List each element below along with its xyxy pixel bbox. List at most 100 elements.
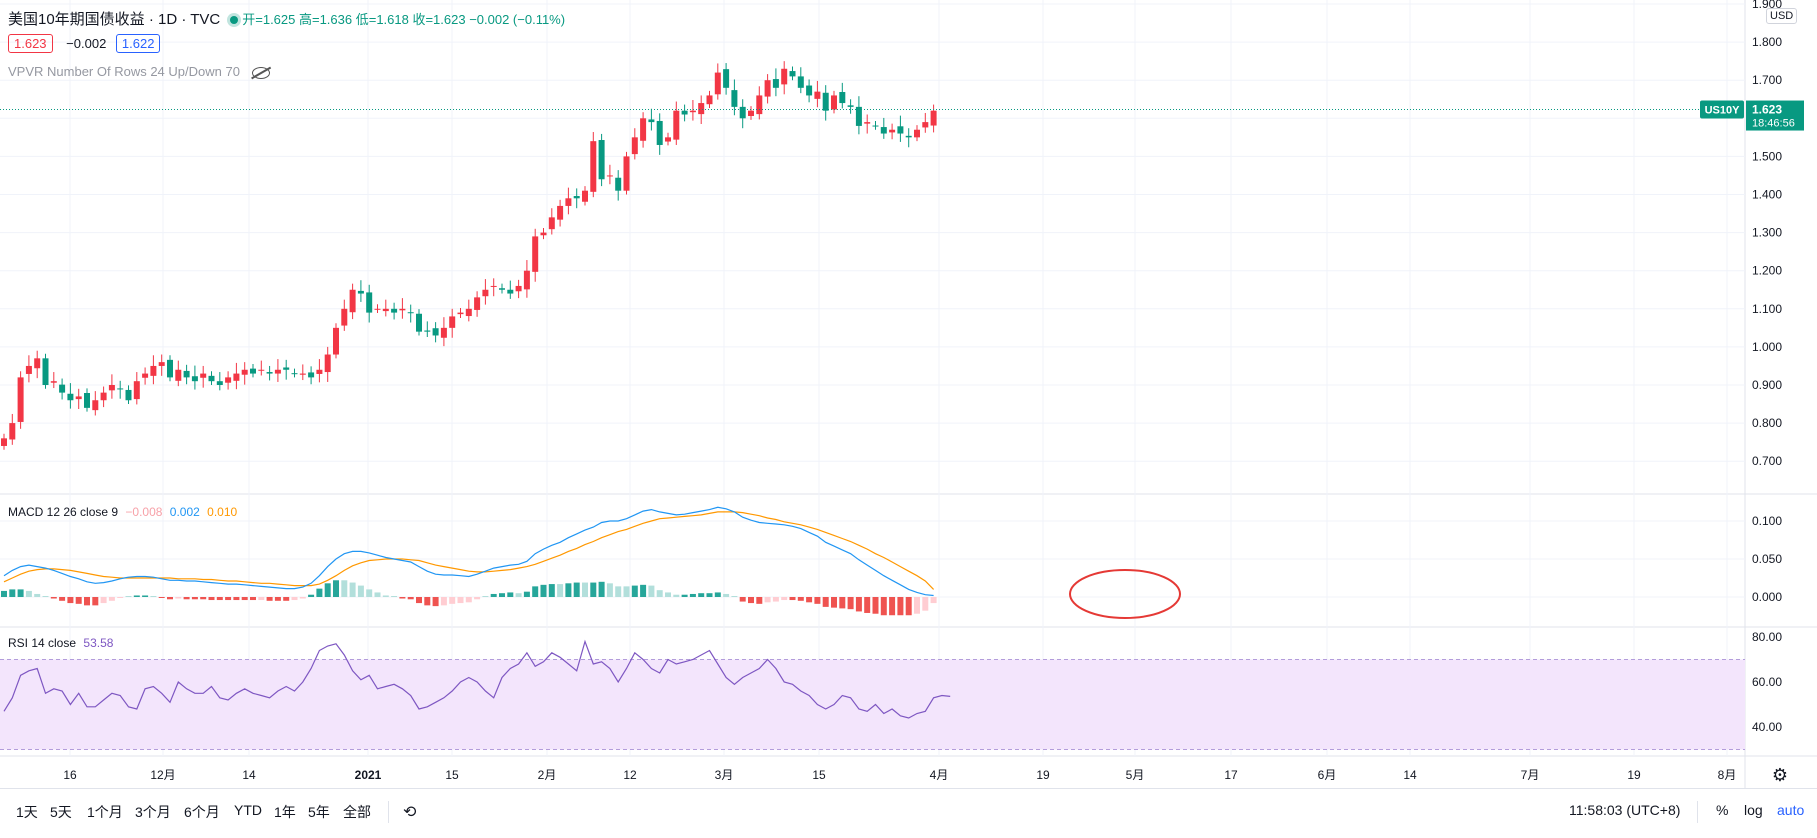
macd-histogram-bar bbox=[216, 597, 223, 601]
macd-tick-label: 0.100 bbox=[1752, 514, 1782, 528]
candle-body bbox=[864, 122, 871, 124]
candle-body bbox=[656, 120, 663, 145]
range-5y[interactable]: 5年 bbox=[308, 804, 330, 820]
auto-toggle[interactable]: auto bbox=[1777, 802, 1805, 818]
macd-histogram-bar bbox=[125, 596, 132, 597]
percent-toggle[interactable]: % bbox=[1716, 802, 1729, 818]
candle-body bbox=[34, 358, 41, 369]
replay-icon[interactable]: ⟲ bbox=[403, 804, 417, 821]
macd-histogram-bar bbox=[34, 593, 41, 597]
macd-histogram-bar bbox=[266, 597, 273, 601]
macd-histogram-bar bbox=[183, 597, 190, 600]
candle-body bbox=[440, 327, 447, 338]
macd-histogram-bar bbox=[573, 582, 580, 597]
candle-body bbox=[839, 92, 846, 104]
candle-body bbox=[449, 316, 456, 328]
clock[interactable]: 11:58:03 (UTC+8) bbox=[1569, 802, 1681, 818]
macd-histogram-bar bbox=[416, 597, 422, 604]
macd-histogram-bar bbox=[382, 595, 389, 597]
axes: 1.9001.8001.7001.6001.5001.4001.3001.200… bbox=[63, 0, 1804, 785]
range-all[interactable]: 全部 bbox=[343, 804, 371, 820]
candle-body bbox=[648, 119, 655, 123]
candle-body bbox=[764, 80, 771, 97]
candle-body bbox=[316, 369, 323, 374]
macd-histogram-bar bbox=[880, 597, 887, 616]
symbol-title[interactable]: 美国10年期国债收益 · 1D · TVC bbox=[8, 11, 221, 28]
macd-legend[interactable]: MACD 12 26 close 9 −0.008 0.002 0.010 bbox=[8, 505, 237, 519]
macd-histogram-bar bbox=[333, 580, 339, 597]
macd-histogram-bar bbox=[814, 597, 821, 604]
candle-body bbox=[108, 385, 115, 391]
rsi-pane[interactable] bbox=[0, 639, 1745, 750]
macd-histogram-bar bbox=[772, 597, 779, 602]
macd-pane[interactable] bbox=[1, 506, 1181, 619]
bottom-toolbar: 1天 5天 1个月 3个月 6个月 YTD 1年 5年 全部 ⟲ 11:58:0… bbox=[0, 788, 1817, 834]
range-3m[interactable]: 3个月 bbox=[135, 804, 171, 820]
candle-body bbox=[133, 381, 140, 400]
candle-body bbox=[457, 312, 464, 315]
price-tick-label: 1.200 bbox=[1752, 264, 1782, 278]
macd-histogram-bar bbox=[681, 594, 688, 597]
grid-lines bbox=[0, 0, 1817, 788]
time-tick-label: 12 bbox=[623, 768, 637, 782]
candle-body bbox=[698, 103, 705, 115]
range-ytd[interactable]: YTD bbox=[234, 802, 262, 818]
rsi-legend[interactable]: RSI 14 close 53.58 bbox=[8, 636, 113, 650]
macd-histogram-bar bbox=[714, 592, 721, 597]
candle-body bbox=[897, 126, 904, 134]
macd-signal-value: 0.010 bbox=[207, 505, 238, 519]
macd-histogram-bar bbox=[739, 597, 746, 602]
time-tick-label: 6月 bbox=[1318, 768, 1337, 782]
macd-tick-label: 0.050 bbox=[1752, 552, 1782, 566]
price-tick-label: 1.500 bbox=[1752, 149, 1782, 163]
candle-body bbox=[299, 373, 306, 375]
range-1m[interactable]: 1个月 bbox=[87, 804, 123, 820]
price-pane[interactable]: US10Y bbox=[0, 61, 1745, 450]
macd-histogram-bar bbox=[191, 597, 198, 600]
macd-histogram-bar bbox=[424, 597, 431, 606]
candle-body bbox=[731, 90, 738, 107]
candle-body bbox=[50, 381, 57, 383]
time-tick-label: 7月 bbox=[1521, 768, 1540, 782]
range-1y[interactable]: 1年 bbox=[274, 804, 296, 820]
macd-histogram-bar bbox=[864, 597, 871, 613]
rsi-value: 53.58 bbox=[83, 636, 114, 650]
macd-histogram-bar bbox=[889, 597, 896, 616]
candle-body bbox=[748, 110, 754, 117]
candle-body bbox=[241, 369, 248, 375]
vpvr-legend[interactable]: VPVR Number Of Rows 24 Up/Down 70 bbox=[8, 64, 274, 79]
candle-body bbox=[117, 388, 124, 390]
candle-body bbox=[333, 327, 339, 355]
macd-histogram-bar bbox=[316, 588, 323, 597]
candle-body bbox=[582, 190, 588, 202]
time-tick-label: 2021 bbox=[355, 768, 382, 782]
candle-body bbox=[183, 370, 190, 378]
candle-body bbox=[914, 129, 920, 138]
candle-body bbox=[615, 177, 622, 191]
candle-body bbox=[797, 76, 804, 88]
macd-histogram-bar bbox=[17, 589, 24, 597]
candle-body bbox=[225, 377, 232, 383]
range-6m[interactable]: 6个月 bbox=[184, 804, 220, 820]
time-tick-label: 15 bbox=[812, 768, 826, 782]
log-toggle[interactable]: log bbox=[1744, 802, 1763, 818]
macd-histogram-bar bbox=[557, 584, 564, 597]
macd-histogram-bar bbox=[440, 597, 447, 606]
macd-histogram-bar bbox=[598, 581, 605, 597]
currency-label[interactable]: USD bbox=[1766, 8, 1798, 24]
macd-histogram-bar bbox=[930, 597, 937, 604]
eye-off-icon[interactable] bbox=[251, 66, 270, 79]
range-1d[interactable]: 1天 bbox=[16, 804, 38, 820]
candle-body bbox=[806, 85, 813, 96]
macd-histogram-bar bbox=[432, 597, 439, 607]
macd-histogram-bar bbox=[582, 582, 588, 597]
macd-histogram-bar bbox=[806, 597, 813, 603]
candle-body bbox=[598, 140, 605, 180]
range-5d[interactable]: 5天 bbox=[50, 804, 72, 820]
macd-histogram-bar bbox=[872, 597, 879, 614]
macd-histogram-bar bbox=[631, 585, 638, 597]
gear-icon[interactable]: ⚙ bbox=[1772, 765, 1788, 785]
candle-body bbox=[465, 308, 472, 317]
